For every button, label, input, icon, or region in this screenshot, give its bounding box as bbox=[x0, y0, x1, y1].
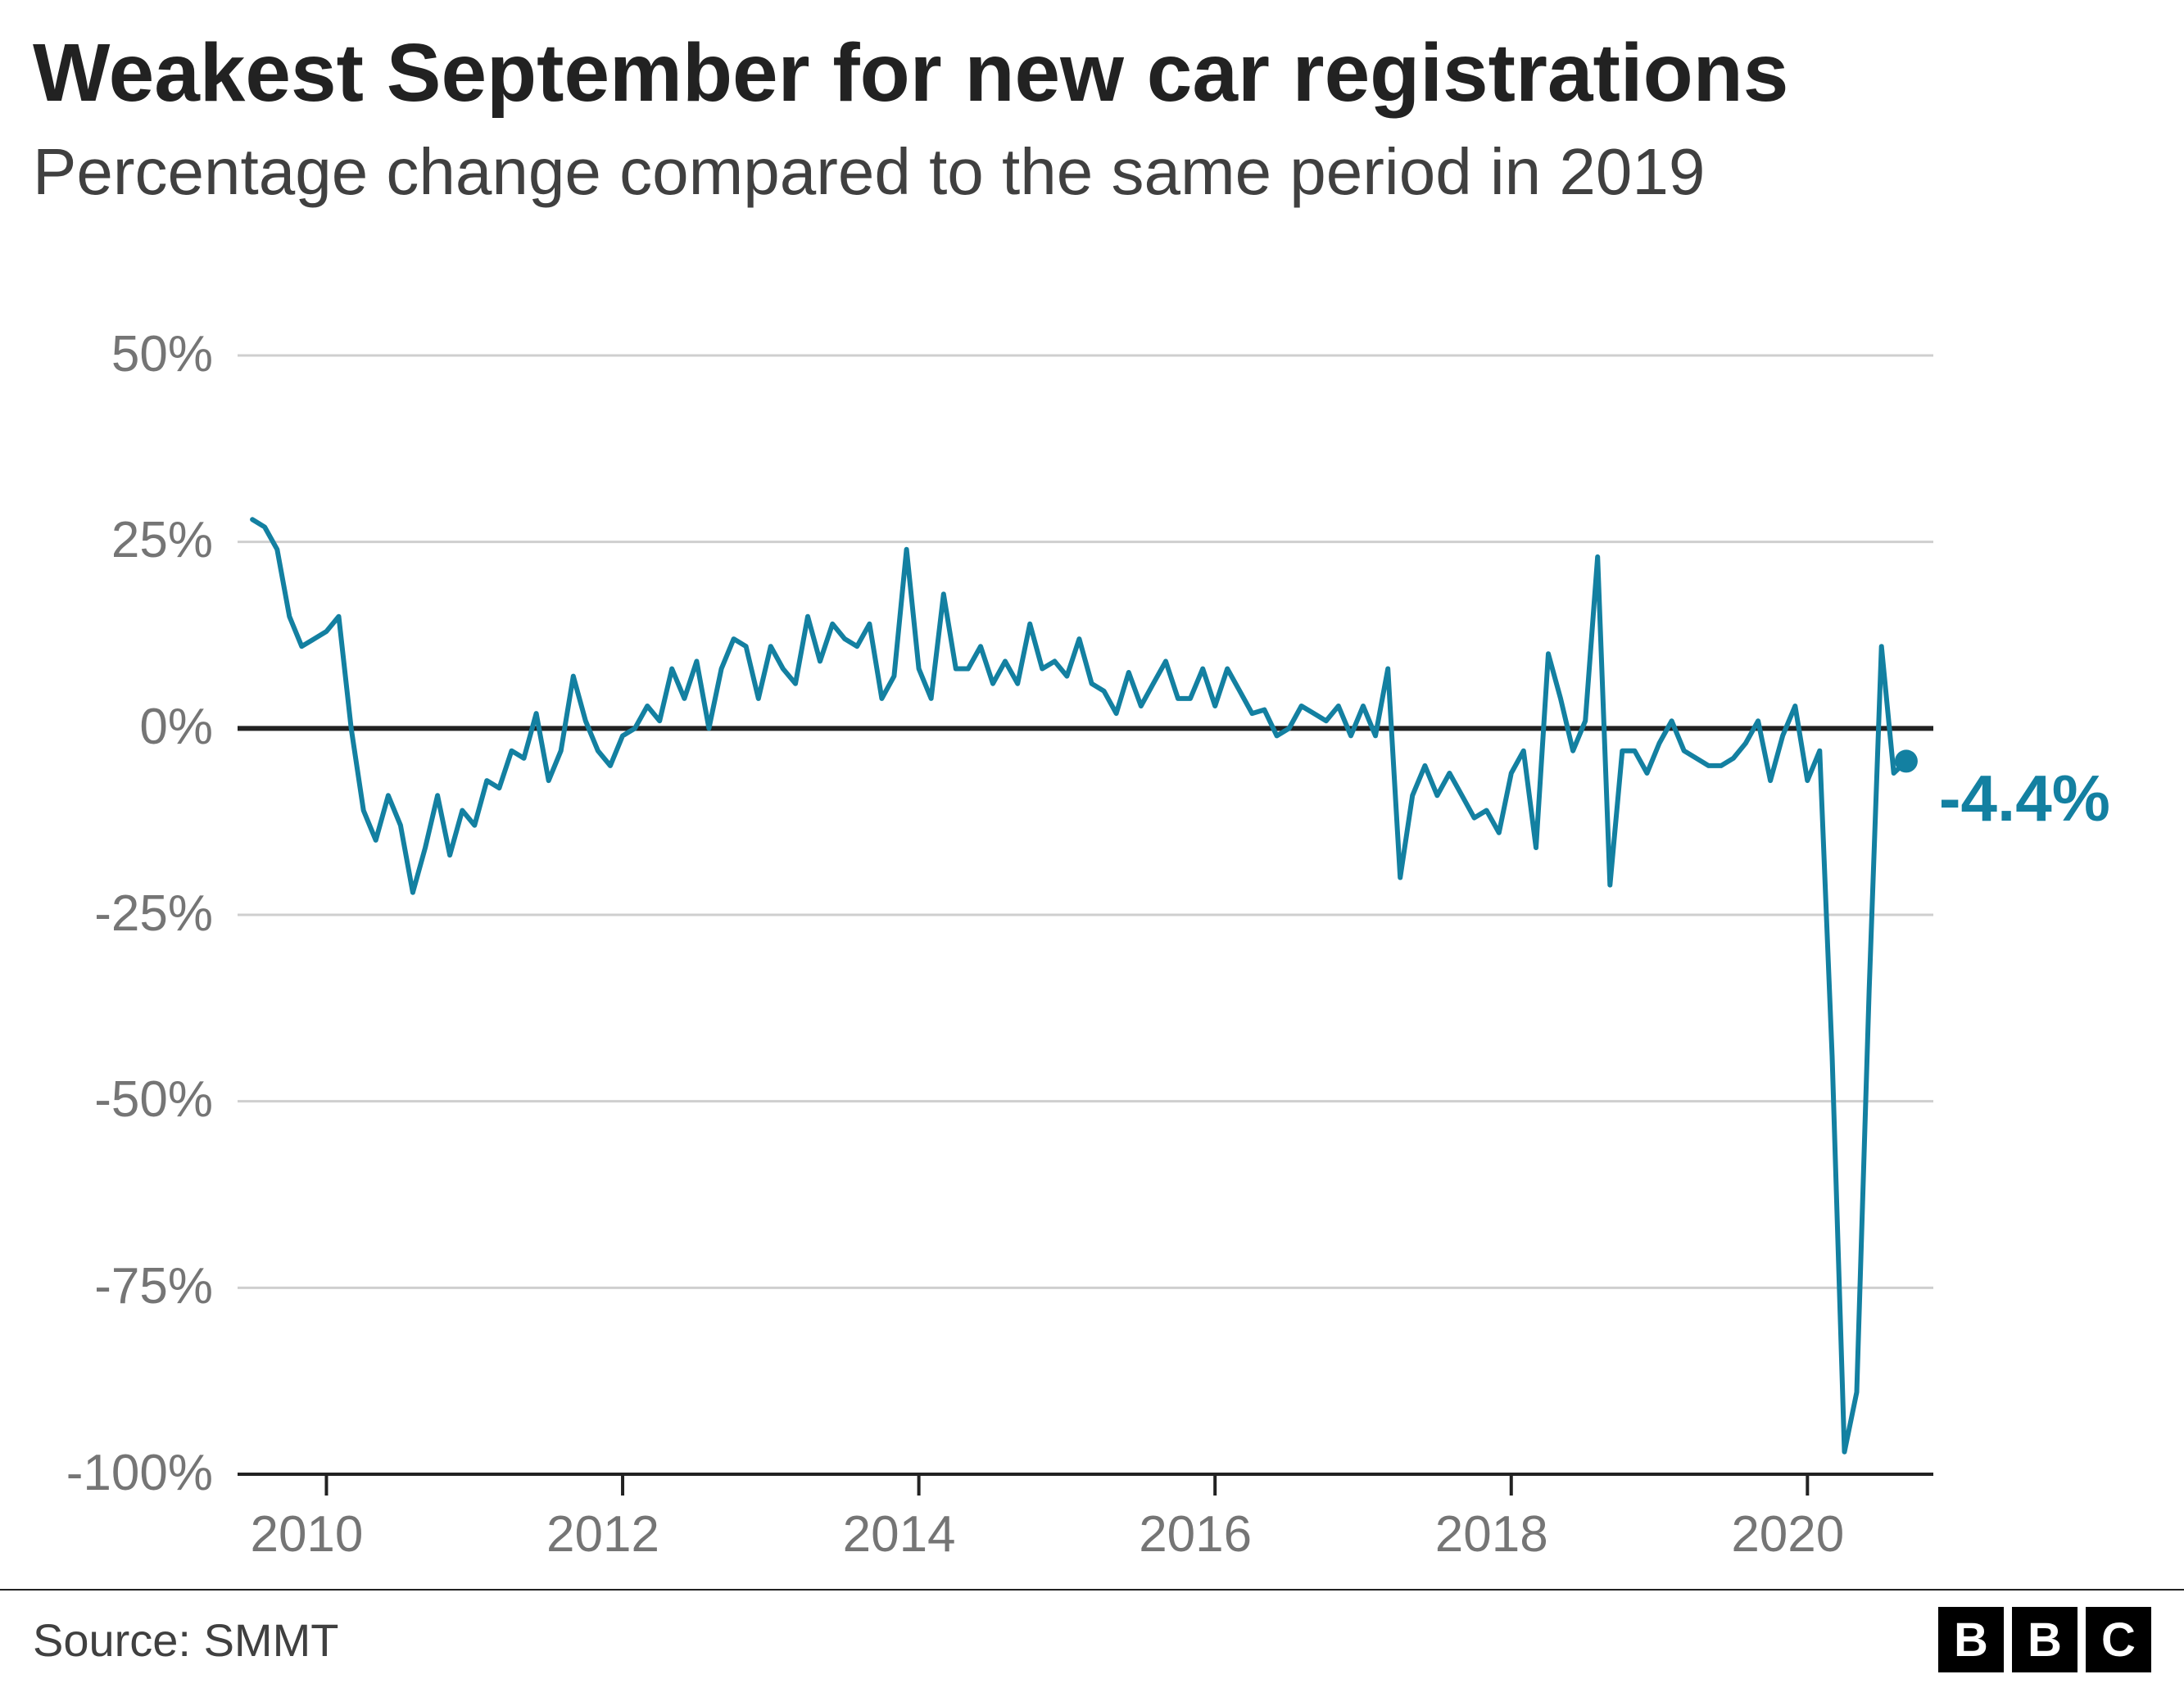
y-tick-label: -75% bbox=[94, 1257, 213, 1315]
bbc-logo-block: B bbox=[2012, 1607, 2078, 1672]
chart-container: Weakest September for new car registrati… bbox=[0, 0, 2184, 1706]
end-value-callout: -4.4% bbox=[1939, 761, 2110, 836]
end-marker bbox=[1895, 749, 1918, 772]
chart-subtitle: Percentage change compared to the same p… bbox=[33, 131, 1705, 213]
source-prefix: Source: bbox=[33, 1614, 204, 1666]
x-tick-label: 2012 bbox=[546, 1505, 659, 1563]
x-tick-label: 2018 bbox=[1435, 1505, 1548, 1563]
source-name: SMMT bbox=[204, 1614, 339, 1666]
x-tick-label: 2020 bbox=[1731, 1505, 1844, 1563]
chart-title: Weakest September for new car registrati… bbox=[33, 28, 1788, 118]
y-tick-label: 25% bbox=[111, 511, 213, 569]
bbc-logo: BBC bbox=[1938, 1607, 2151, 1672]
bbc-logo-block: C bbox=[2086, 1607, 2151, 1672]
y-tick-label: 50% bbox=[111, 325, 213, 383]
x-tick-label: 2010 bbox=[250, 1505, 363, 1563]
y-tick-label: -50% bbox=[94, 1070, 213, 1129]
x-tick-label: 2014 bbox=[843, 1505, 956, 1563]
bbc-logo-block: B bbox=[1938, 1607, 2004, 1672]
source-text: Source: SMMT bbox=[33, 1613, 338, 1667]
footer-bar: Source: SMMT BBC bbox=[0, 1589, 2184, 1689]
series-line bbox=[252, 519, 1906, 1451]
y-tick-label: 0% bbox=[139, 698, 213, 756]
x-tick-label: 2016 bbox=[1139, 1505, 1252, 1563]
line-chart bbox=[0, 0, 2184, 1706]
y-tick-label: -100% bbox=[66, 1444, 213, 1502]
y-tick-label: -25% bbox=[94, 885, 213, 943]
